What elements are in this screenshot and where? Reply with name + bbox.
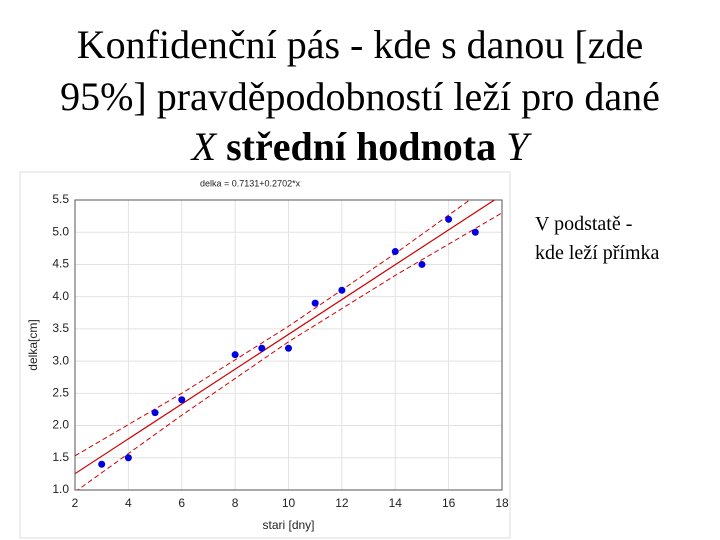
point xyxy=(98,460,106,468)
confidence-band xyxy=(75,200,471,457)
y-tick-label: 4.0 xyxy=(52,289,69,303)
point xyxy=(231,351,239,359)
x-axis-label: stari [dny] xyxy=(262,518,314,532)
y-tick-label: 5.5 xyxy=(52,192,69,206)
point xyxy=(311,299,319,307)
y-tick-label: 3.0 xyxy=(52,353,69,367)
y-tick-label: 3.5 xyxy=(52,321,69,335)
y-tick-label: 4.5 xyxy=(52,257,69,271)
fit-line xyxy=(75,200,496,475)
plot-frame xyxy=(74,199,503,491)
point xyxy=(445,215,453,223)
y-axis-label: delka[cm] xyxy=(26,319,40,370)
point xyxy=(471,228,479,236)
title-part: střední hodnota xyxy=(216,124,506,169)
x-tick-label: 14 xyxy=(389,496,403,510)
point xyxy=(285,344,292,352)
x-tick-label: 6 xyxy=(178,496,185,510)
y-tick-label: 2.5 xyxy=(52,386,69,400)
x-tick-label: 18 xyxy=(495,496,509,510)
x-tick-label: 8 xyxy=(232,496,239,510)
point xyxy=(258,344,266,352)
y-tick-label: 5.0 xyxy=(52,224,69,238)
point xyxy=(151,409,159,417)
chart-title: delka = 0.7131+0.2702*x xyxy=(200,178,301,188)
x-tick-label: 16 xyxy=(442,496,456,510)
title-part: X xyxy=(190,124,218,169)
y-tick-label: 1.5 xyxy=(52,450,69,464)
x-tick-label: 2 xyxy=(72,496,79,510)
y-tick-label: 2.0 xyxy=(52,418,69,432)
x-tick-label: 4 xyxy=(125,496,132,510)
note: kde leží přímka xyxy=(535,242,660,264)
title-line: X střední hodnota Y xyxy=(190,124,533,169)
x-tick-label: 12 xyxy=(335,496,349,510)
point xyxy=(418,260,426,268)
title-line: Konfidenční pás - kde s danou [zde xyxy=(77,22,643,67)
x-tick-label: 10 xyxy=(282,496,296,510)
point xyxy=(338,286,346,294)
confidence-band xyxy=(76,212,502,490)
note: V podstatě - xyxy=(535,213,632,235)
chart-frame xyxy=(19,171,511,539)
title-line: 95%] pravděpodobností leží pro dané xyxy=(60,74,660,119)
point xyxy=(124,454,132,462)
point xyxy=(178,396,186,404)
point xyxy=(391,248,399,256)
title-part: Y xyxy=(506,124,532,169)
y-tick-label: 1.0 xyxy=(52,482,69,496)
